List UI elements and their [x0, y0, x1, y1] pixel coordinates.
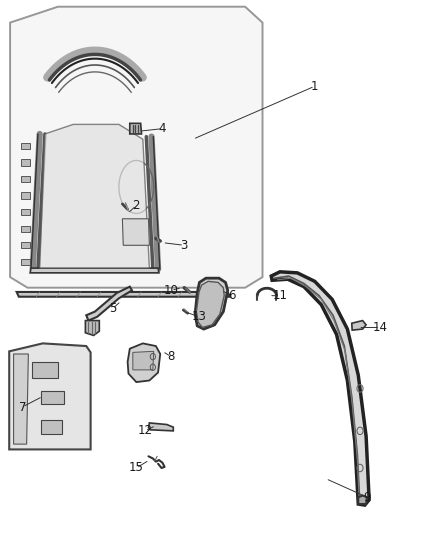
Text: 3: 3 [180, 239, 188, 252]
Polygon shape [85, 320, 99, 335]
Text: 9: 9 [363, 491, 371, 504]
Polygon shape [21, 143, 30, 149]
Polygon shape [30, 268, 159, 273]
Polygon shape [10, 7, 262, 288]
Text: 13: 13 [192, 310, 207, 324]
Polygon shape [21, 192, 30, 199]
Polygon shape [21, 176, 30, 182]
Text: 2: 2 [133, 199, 140, 212]
Text: 1: 1 [311, 80, 318, 93]
Polygon shape [130, 123, 141, 134]
Polygon shape [21, 159, 30, 166]
Polygon shape [9, 343, 91, 449]
Polygon shape [14, 354, 28, 444]
Text: 10: 10 [164, 284, 179, 297]
Polygon shape [21, 259, 30, 265]
Text: 12: 12 [138, 424, 152, 438]
Polygon shape [32, 362, 58, 378]
Polygon shape [17, 292, 230, 297]
Polygon shape [41, 391, 64, 405]
Polygon shape [196, 281, 224, 327]
Polygon shape [352, 320, 366, 330]
Text: 6: 6 [228, 289, 236, 302]
Polygon shape [21, 225, 30, 232]
Polygon shape [271, 272, 369, 505]
Polygon shape [21, 242, 30, 248]
Polygon shape [86, 287, 132, 320]
Text: 14: 14 [373, 321, 388, 334]
Text: 15: 15 [129, 462, 144, 474]
Polygon shape [122, 219, 149, 245]
Polygon shape [21, 209, 30, 215]
Text: 11: 11 [272, 289, 287, 302]
Text: 4: 4 [159, 122, 166, 135]
Polygon shape [148, 423, 173, 431]
Polygon shape [41, 420, 62, 433]
Text: 8: 8 [167, 350, 175, 363]
Polygon shape [40, 124, 149, 268]
Polygon shape [195, 278, 228, 329]
Polygon shape [133, 351, 154, 370]
Text: 5: 5 [109, 302, 116, 316]
Text: 7: 7 [18, 400, 26, 414]
Polygon shape [358, 496, 367, 504]
Polygon shape [127, 343, 160, 382]
